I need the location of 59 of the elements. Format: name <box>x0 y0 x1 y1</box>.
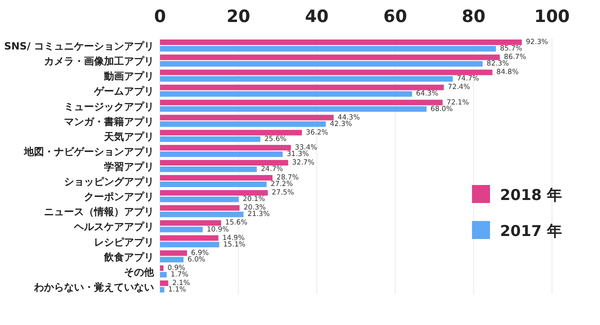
y-tick-label: 地図・ナビゲーションアプリ <box>23 146 154 158</box>
y-tick-label: マンガ・書籍アプリ <box>64 116 154 128</box>
bar <box>160 182 267 188</box>
bar <box>160 280 168 286</box>
x-tick-label: 20 <box>226 7 250 27</box>
y-tick-label: ショッピングアプリ <box>64 176 154 188</box>
bar <box>160 265 164 271</box>
bar <box>160 235 218 241</box>
bar <box>160 212 244 218</box>
bar <box>160 106 427 112</box>
bar <box>160 136 260 142</box>
bar <box>160 286 164 292</box>
bar <box>160 175 273 181</box>
bar <box>160 242 220 248</box>
y-tick-label: SNS/ コミュニケーションアプリ <box>4 40 154 53</box>
y-tick-label: わからない・覚えていない <box>33 281 154 294</box>
bar <box>160 205 240 211</box>
bar <box>160 144 291 150</box>
bar <box>160 40 522 46</box>
bar <box>160 84 444 90</box>
bar <box>160 151 283 157</box>
bar <box>160 91 412 97</box>
legend-label: 2017 年 <box>500 222 562 240</box>
bar <box>160 226 203 232</box>
bar <box>160 121 326 127</box>
legend-label: 2018 年 <box>500 186 562 204</box>
y-tick-label: 学習アプリ <box>104 161 154 173</box>
x-tick-label: 40 <box>304 7 329 27</box>
bar <box>160 70 492 76</box>
bar <box>160 190 268 196</box>
bar <box>160 114 334 120</box>
bar <box>160 160 288 166</box>
y-tick-label: ニュース（情報）アプリ <box>44 206 154 218</box>
bar <box>160 46 496 52</box>
bar <box>160 100 443 106</box>
bar <box>160 220 222 226</box>
y-tick-label: ミュージックアプリ <box>64 100 154 113</box>
bar <box>160 61 483 67</box>
bar <box>160 76 453 82</box>
bar <box>160 250 188 256</box>
y-tick-label: 天気アプリ <box>103 130 154 143</box>
bar <box>160 256 184 262</box>
y-tick-label: カメラ・画像加工アプリ <box>44 56 154 68</box>
bar <box>160 130 302 136</box>
y-tick-label: 飲食アプリ <box>103 251 154 264</box>
y-tick-label: 動画アプリ <box>103 70 154 83</box>
x-tick-label: 80 <box>462 7 486 27</box>
y-tick-label: クーポンアプリ <box>84 191 154 204</box>
y-tick-label: レシピアプリ <box>94 236 154 248</box>
x-tick-label: 100 <box>534 7 570 27</box>
x-tick-label: 60 <box>383 7 408 27</box>
y-tick-label: その他 <box>124 266 155 278</box>
y-tick-label: ゲームアプリ <box>93 86 154 98</box>
x-tick-label: 0 <box>154 7 166 27</box>
bar <box>160 196 239 202</box>
y-tick-label: ヘルスケアアプリ <box>73 221 154 234</box>
bar <box>160 54 500 60</box>
bar <box>160 166 257 172</box>
bar <box>160 272 167 278</box>
